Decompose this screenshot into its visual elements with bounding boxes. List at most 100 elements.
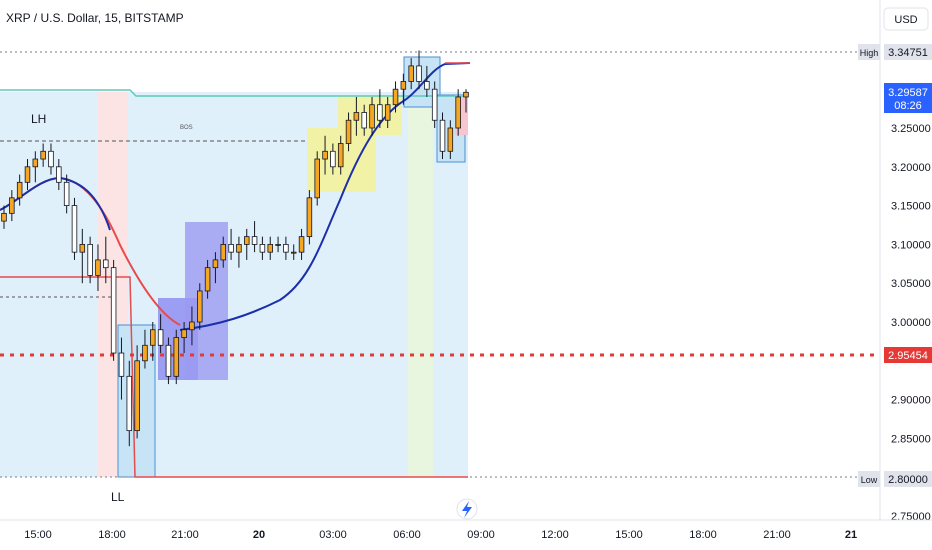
time-label-4: 03:00 (319, 529, 347, 541)
candle-12 (95, 244, 101, 291)
candle-16 (126, 360, 133, 447)
red-range-line (0, 276, 468, 478)
candle-6 (48, 143, 54, 175)
candle-39 (306, 190, 313, 245)
time-label-7: 12:00 (541, 529, 569, 541)
low-tag-value: 2.80000 (888, 474, 928, 486)
candle-34 (267, 236, 273, 260)
candle-1 (9, 190, 15, 222)
candle-13 (103, 236, 109, 284)
candle-38 (298, 228, 305, 260)
candle-24 (189, 306, 195, 346)
time-axis[interactable]: 15:00 18:00 21:00 20 03:00 06:00 09:00 12:00 15:… (0, 519, 932, 541)
candle-55 (431, 81, 438, 128)
high-tag-label-bg (858, 44, 880, 60)
bos-label: BOS (180, 125, 193, 131)
price-tick-6: 2.90000 (891, 395, 931, 407)
candle-43 (337, 135, 344, 175)
high-tag-value-bg (884, 44, 932, 60)
currency-button[interactable] (883, 7, 929, 31)
price-axis[interactable]: USD 3.250003.200003.150003.100003.050003… (858, 0, 932, 523)
candle-19 (150, 322, 156, 361)
candle-5 (40, 143, 46, 167)
candle-48 (377, 89, 383, 128)
last-price-tag (884, 83, 932, 113)
countdown-value: 08:26 (894, 100, 922, 112)
currency-label: USD (894, 14, 917, 26)
high-tag-value: 3.34751 (888, 47, 928, 59)
teal-range-line (0, 89, 468, 97)
candle-2 (16, 174, 23, 206)
chart-title: XRP / U.S. Dollar, 15, BITSTAMP (6, 11, 184, 25)
time-label-3: 20 (253, 529, 265, 541)
price-tick-8: 2.75000 (891, 511, 931, 523)
candle-57 (447, 120, 454, 160)
price-tick-3: 3.10000 (891, 239, 931, 251)
candle-45 (353, 96, 360, 136)
low-tag-label-bg (858, 471, 880, 487)
candle-10 (79, 228, 86, 284)
candle-50 (392, 81, 399, 113)
candle-9 (71, 197, 78, 260)
low-tag-label: Low (861, 475, 878, 485)
candle-28 (220, 236, 227, 268)
candle-46 (361, 104, 367, 136)
candle-42 (330, 143, 336, 175)
low-tag-value-bg (884, 471, 932, 487)
ema-blue-line (179, 62, 471, 331)
green-zone (408, 92, 433, 477)
candle-3 (24, 159, 31, 191)
price-tick-4: 3.05000 (891, 278, 931, 290)
candle-53 (416, 50, 422, 90)
price-tick-0: 3.25000 (891, 123, 931, 135)
candle-14 (110, 259, 117, 361)
price-ticks: 3.25000 3.20000 3.15000 3.10000 3.05000 3.000… (891, 123, 931, 523)
time-label-10: 21:00 (763, 529, 791, 541)
candle-59 (463, 89, 469, 113)
lightning-icon[interactable] (456, 498, 478, 520)
candle-25 (197, 283, 203, 330)
blue-zone (0, 92, 468, 477)
candle-4 (32, 151, 39, 183)
candle-11 (87, 236, 93, 284)
price-tick-2: 3.15000 (891, 201, 931, 213)
time-label-8: 15:00 (615, 529, 643, 541)
lh-label: LH (31, 112, 46, 126)
candle-52 (408, 58, 414, 90)
time-label-1: 18:00 (98, 529, 126, 541)
candle-29 (228, 228, 234, 260)
candle-27 (212, 252, 219, 284)
candle-7 (56, 159, 62, 191)
time-label-11: 21 (845, 529, 857, 541)
time-label-5: 06:00 (393, 529, 421, 541)
time-label-0: 15:00 (24, 529, 52, 541)
candle-17 (134, 345, 140, 439)
candle-20 (157, 314, 164, 354)
candle-22 (173, 329, 180, 385)
candle-18 (142, 329, 148, 369)
candle-23 (181, 322, 187, 354)
candle-44 (345, 112, 352, 152)
candle-21 (165, 337, 172, 385)
high-tag-label: High (860, 48, 879, 58)
time-label-2: 21:00 (171, 529, 199, 541)
candle-41 (322, 135, 328, 175)
candle-36 (283, 236, 289, 260)
candle-32 (251, 221, 258, 253)
candle-58 (455, 89, 461, 136)
level-tag-value: 2.95454 (888, 350, 928, 362)
time-label-9: 18:00 (689, 529, 717, 541)
price-tick-7: 2.85000 (891, 433, 931, 445)
candle-30 (236, 236, 242, 268)
ll-label: LL (111, 490, 125, 504)
candle-49 (384, 96, 391, 128)
candle-54 (424, 65, 430, 97)
candle-33 (259, 236, 266, 260)
last-price-value: 3.29587 (888, 87, 928, 99)
time-label-6: 09:00 (467, 529, 495, 541)
candle-56 (439, 112, 446, 160)
background-zones (0, 56, 468, 478)
price-tick-5: 3.00000 (891, 317, 931, 329)
